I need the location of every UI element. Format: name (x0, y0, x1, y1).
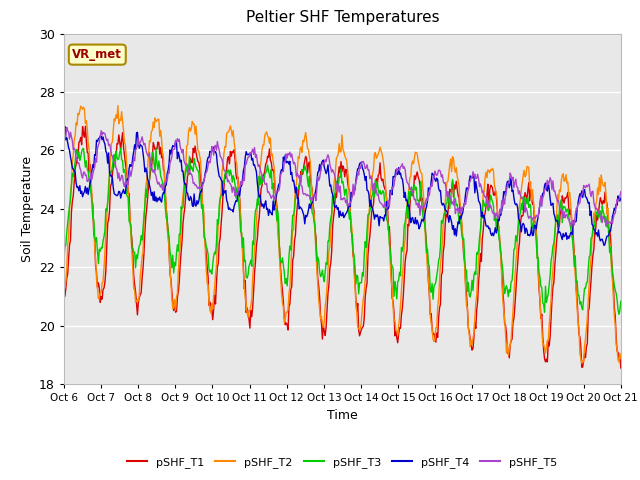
pSHF_T5 (204, 162, 212, 168)
pSHF_T4 (204, 155, 212, 160)
pSHF_T5 (568, 224, 575, 229)
Line: pSHF_T1: pSHF_T1 (64, 126, 621, 368)
pSHF_T2 (114, 103, 122, 108)
pSHF_T5 (63, 125, 70, 131)
pSHF_T5 (617, 189, 625, 194)
pSHF_T5 (60, 130, 68, 136)
pSHF_T3 (480, 201, 488, 207)
Legend: pSHF_T1, pSHF_T2, pSHF_T3, pSHF_T4, pSHF_T5: pSHF_T1, pSHF_T2, pSHF_T3, pSHF_T4, pSHF… (123, 453, 562, 472)
pSHF_T2 (617, 355, 625, 361)
pSHF_T1 (313, 254, 321, 260)
pSHF_T3 (60, 254, 68, 260)
X-axis label: Time: Time (327, 408, 358, 421)
pSHF_T5 (313, 187, 321, 192)
pSHF_T4 (617, 195, 625, 201)
pSHF_T1 (159, 167, 167, 172)
pSHF_T3 (159, 187, 167, 192)
pSHF_T5 (389, 185, 397, 191)
pSHF_T2 (389, 304, 397, 310)
pSHF_T1 (60, 285, 68, 290)
pSHF_T3 (389, 265, 397, 271)
pSHF_T5 (159, 185, 167, 191)
pSHF_T2 (313, 266, 321, 272)
pSHF_T3 (117, 145, 125, 151)
pSHF_T4 (60, 126, 68, 132)
pSHF_T4 (389, 174, 397, 180)
Title: Peltier SHF Temperatures: Peltier SHF Temperatures (246, 11, 439, 25)
Line: pSHF_T5: pSHF_T5 (64, 128, 621, 227)
pSHF_T4 (159, 190, 167, 195)
pSHF_T2 (60, 287, 68, 292)
Line: pSHF_T4: pSHF_T4 (64, 127, 621, 245)
pSHF_T2 (433, 324, 440, 330)
pSHF_T1 (617, 365, 625, 371)
pSHF_T5 (480, 192, 488, 198)
Line: pSHF_T2: pSHF_T2 (64, 106, 621, 363)
pSHF_T1 (433, 330, 440, 336)
pSHF_T3 (204, 252, 212, 257)
pSHF_T4 (433, 175, 440, 181)
pSHF_T1 (81, 123, 89, 129)
pSHF_T3 (313, 258, 321, 264)
pSHF_T3 (615, 312, 623, 317)
pSHF_T1 (480, 215, 488, 220)
pSHF_T2 (159, 155, 167, 161)
pSHF_T1 (389, 298, 397, 304)
pSHF_T3 (433, 273, 440, 278)
Text: VR_met: VR_met (72, 48, 122, 61)
pSHF_T2 (480, 189, 488, 194)
Line: pSHF_T3: pSHF_T3 (64, 148, 621, 314)
Y-axis label: Soil Temperature: Soil Temperature (20, 156, 33, 262)
pSHF_T4 (480, 213, 488, 218)
pSHF_T3 (617, 299, 625, 304)
pSHF_T2 (578, 360, 586, 366)
pSHF_T4 (600, 242, 608, 248)
pSHF_T1 (204, 274, 212, 280)
pSHF_T2 (204, 282, 212, 288)
pSHF_T5 (433, 173, 440, 179)
pSHF_T4 (61, 124, 68, 130)
pSHF_T4 (313, 180, 321, 185)
